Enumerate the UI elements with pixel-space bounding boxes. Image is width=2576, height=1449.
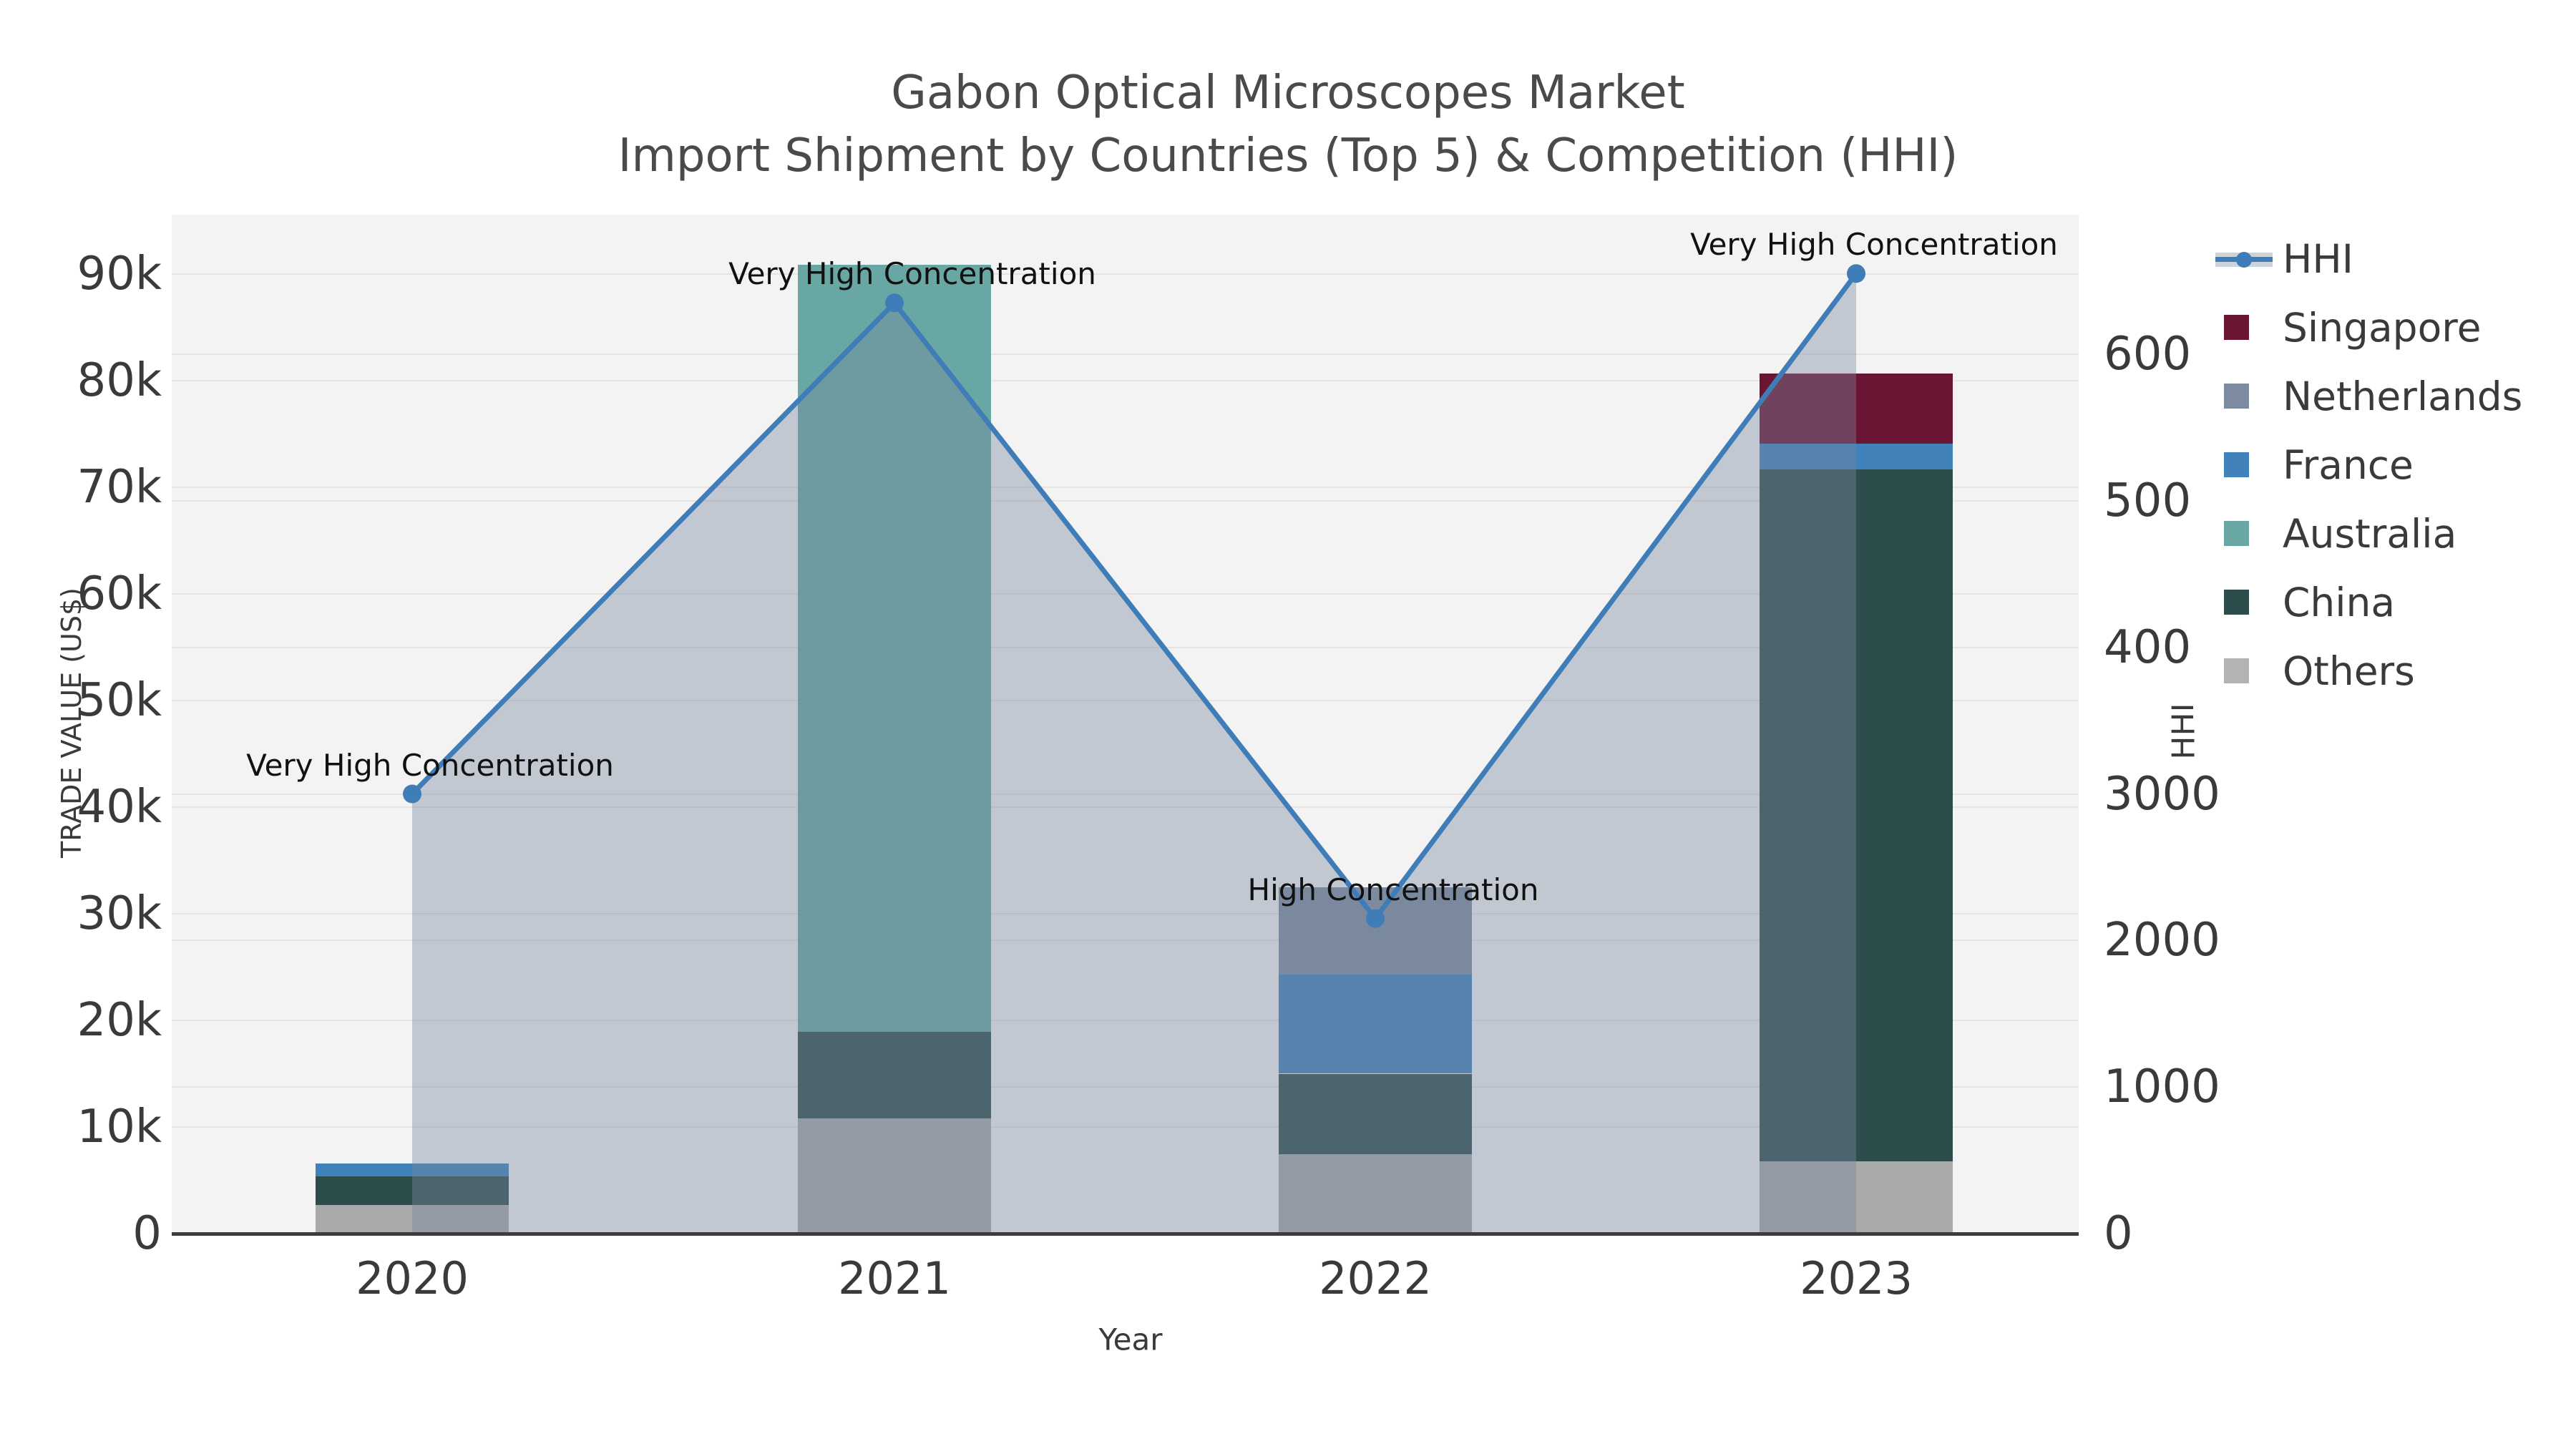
legend-swatch-box [2215,451,2273,479]
y-left-tick-label: 20k [77,994,162,1047]
gridline-right-axis [172,940,2079,942]
gridline-left-axis [172,1020,2079,1021]
legend-swatch-box [2215,657,2273,686]
y-left-tick-label: 60k [77,567,162,620]
legend-swatch-box [2215,313,2273,342]
legend-color-swatch [2224,590,2249,615]
x-tick-label: 2023 [1800,1252,1913,1304]
bar-segment-singapore [1760,373,1953,444]
legend-label: Australia [2283,511,2457,557]
x-tick-label: 2020 [356,1252,469,1304]
gridline-left-axis [172,1126,2079,1128]
bar-segment-others [1279,1153,1472,1234]
bar-segment-australia [798,264,991,1033]
legend: HHI Singapore Netherlands France Australia Ch… [2193,222,2572,718]
y-left-tick-label: 10k [77,1101,162,1153]
y-right-tick-label: 0 [2104,1207,2133,1260]
legend-label: HHI [2283,236,2353,282]
legend-swatch-box [2215,519,2273,548]
legend-label: Singapore [2283,305,2482,351]
bar-segment-others [316,1204,509,1234]
gridline-left-axis [172,273,2079,275]
legend-color-swatch [2224,521,2249,546]
legend-item-others: Others [2193,637,2572,706]
y-right-tick-label: 3000 [2104,767,2220,821]
y-right-tick-label: 1000 [2104,1060,2220,1114]
y-left-tick-label: 70k [77,461,162,514]
y-left-tick-label: 30k [77,887,162,940]
legend-item-singapore: Singapore [2193,293,2572,362]
y-left-tick-label: 0 [132,1207,162,1260]
bar-segment-china [798,1032,991,1119]
y-left-tick-label: 80k [77,354,162,407]
hhi-marker-icon [2236,252,2252,268]
annotation: Very High Concentration [1690,227,2058,263]
legend-label: Others [2283,648,2415,694]
annotation: Very High Concentration [728,256,1096,292]
bar-segment-others [798,1118,991,1234]
legend-color-swatch [2224,658,2249,683]
gridline-right-axis [172,1086,2079,1088]
bar-segment-china [1760,469,1953,1161]
chart-title-line1: Gabon Optical Microscopes Market [891,67,1685,119]
bar-segment-france [1760,443,1953,469]
chart-title-line2: Import Shipment by Countries (Top 5) & C… [618,130,1958,182]
legend-item-france: France [2193,431,2572,499]
legend-color-swatch [2224,384,2249,409]
y-left-tick-label: 50k [77,674,162,727]
legend-swatch-box [2215,382,2273,411]
bar-segment-france [1279,974,1472,1074]
bar-segment-france [316,1163,509,1176]
y-left-tick-label: 90k [77,248,162,301]
legend-swatch-box [2215,588,2273,617]
legend-item-australia: Australia [2193,499,2572,568]
bar-segment-china [1279,1073,1472,1154]
x-tick-label: 2021 [838,1252,951,1304]
legend-label: China [2283,580,2396,625]
x-axis-line [172,1232,2079,1236]
x-tick-label: 2022 [1319,1252,1432,1304]
y-axis-left-title: TRADE VALUE (US$) [56,587,87,858]
x-axis-title: Year [1098,1322,1163,1357]
gridline-right-axis [172,353,2079,355]
annotation: Very High Concentration [246,747,614,783]
hhi-line-sample [2215,245,2273,273]
legend-item-china: China [2193,568,2572,637]
legend-color-swatch [2224,315,2249,340]
y-right-tick-label: 2000 [2104,914,2220,967]
legend-label: France [2283,442,2414,488]
annotation: High Concentration [1247,872,1539,907]
legend-item-hhi: HHI [2193,225,2572,293]
bar-segment-others [1760,1161,1953,1234]
legend-color-swatch [2224,452,2249,477]
y-left-tick-label: 40k [77,781,162,834]
legend-item-netherlands: Netherlands [2193,362,2572,431]
legend-label: Netherlands [2283,374,2523,419]
bar-segment-china [316,1176,509,1205]
